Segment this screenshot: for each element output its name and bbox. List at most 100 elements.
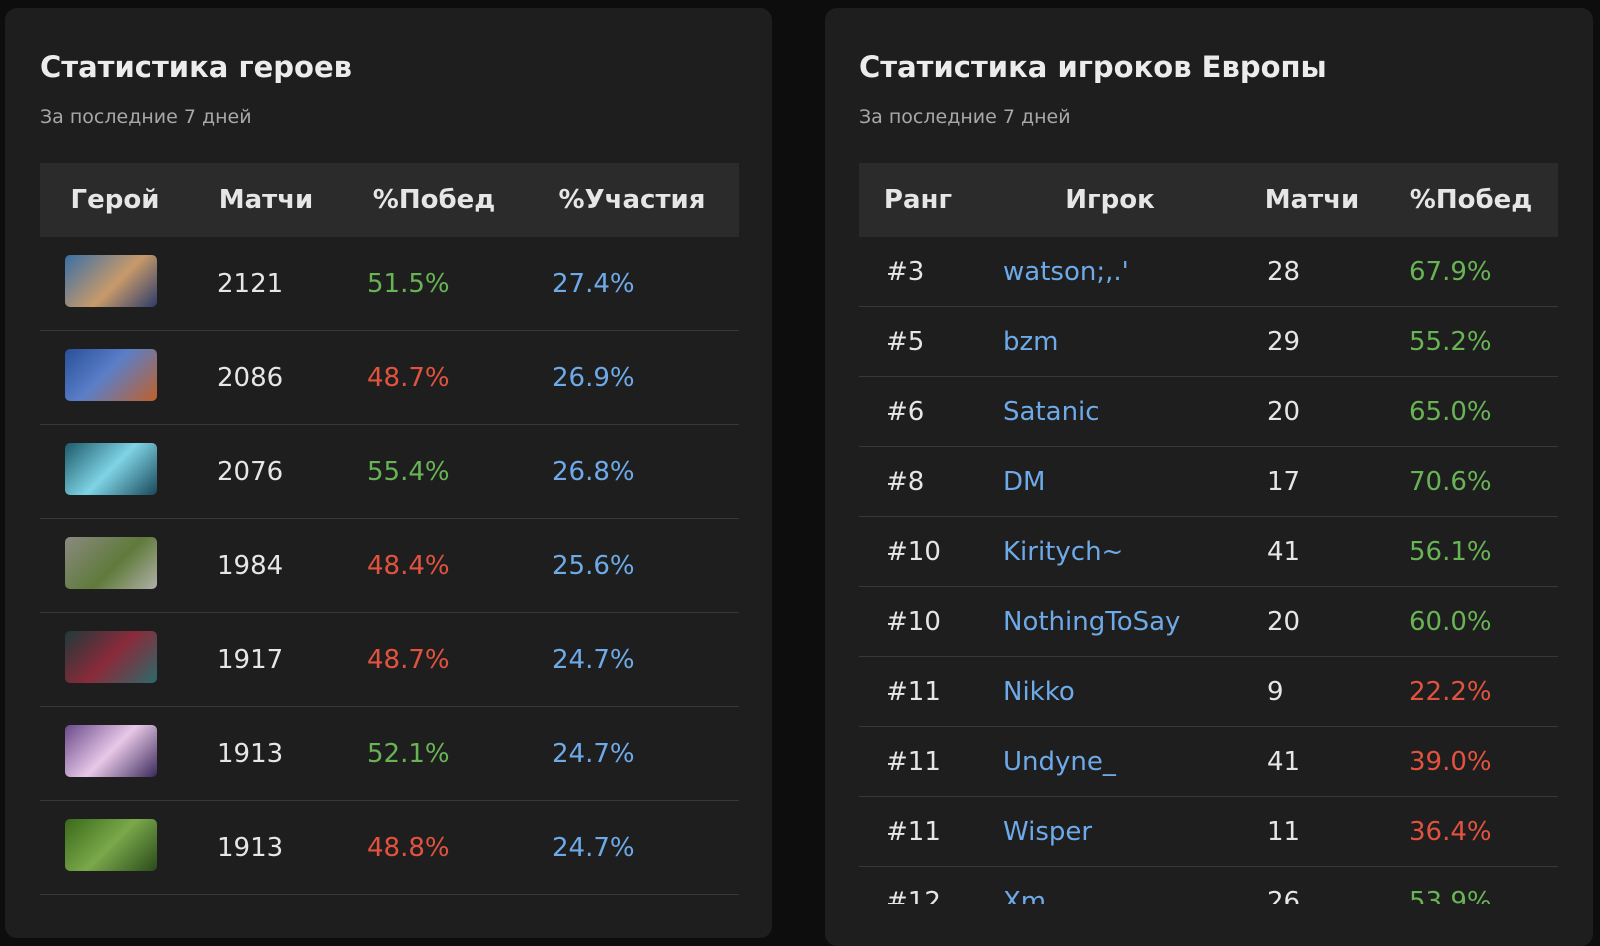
- table-row: #8 DM 17 70.6%: [859, 447, 1558, 517]
- table-body: 2121 51.5% 27.4% 2086 48.7% 26.9% 2076 55.4% 26.…: [40, 237, 739, 895]
- win-rate: 65.0%: [1409, 397, 1492, 427]
- panel-subtitle: За последние 7 дней: [859, 106, 1071, 128]
- matches: 29: [1267, 327, 1301, 357]
- rank: #3: [886, 257, 925, 287]
- column-header: Матчи: [218, 185, 314, 215]
- player-name[interactable]: watson;,.': [1003, 257, 1129, 287]
- rank: #6: [886, 397, 925, 427]
- player-name[interactable]: DM: [1003, 467, 1046, 497]
- win-rate: 52.1%: [367, 739, 450, 769]
- panel-title: Статистика игроков Европы: [859, 50, 1327, 84]
- table-header: Герой Матчи %Побед %Участия: [40, 163, 739, 237]
- table-row: #3 watson;,.' 28 67.9%: [859, 237, 1558, 307]
- player-table: Ранг Игрок Матчи %Побед #3 watson;,.' 28 67…: [859, 163, 1558, 904]
- table-row: #12 Xm 26 53.9%: [859, 867, 1558, 904]
- win-rate: 48.8%: [367, 833, 450, 863]
- player-name[interactable]: Wisper: [1003, 817, 1093, 847]
- matches: 17: [1267, 467, 1301, 497]
- matches: 20: [1267, 397, 1301, 427]
- participation: 24.7%: [552, 645, 635, 675]
- table-row: #11 Nikko 9 22.2%: [859, 657, 1558, 727]
- hero-icon: [65, 725, 157, 777]
- column-header: %Побед: [372, 185, 496, 215]
- column-header: %Участия: [558, 185, 706, 215]
- win-rate: 55.4%: [367, 457, 450, 487]
- win-rate: 48.7%: [367, 645, 450, 675]
- win-rate: 55.2%: [1409, 327, 1492, 357]
- matches: 11: [1267, 817, 1301, 847]
- table-row: 2076 55.4% 26.8%: [40, 425, 739, 519]
- player-name[interactable]: NothingToSay: [1003, 607, 1181, 637]
- table-row: 1913 52.1% 24.7%: [40, 707, 739, 801]
- matches: 9: [1267, 677, 1284, 707]
- table-row: 2121 51.5% 27.4%: [40, 237, 739, 331]
- win-rate: 48.7%: [367, 363, 450, 393]
- rank: #10: [886, 537, 941, 567]
- matches: 41: [1267, 747, 1301, 777]
- rank: #8: [886, 467, 925, 497]
- table-row: #10 Kiritych~ 41 56.1%: [859, 517, 1558, 587]
- column-header: %Побед: [1409, 185, 1533, 215]
- panel-subtitle: За последние 7 дней: [40, 106, 252, 128]
- win-rate: 36.4%: [1409, 817, 1492, 847]
- table-row: #5 bzm 29 55.2%: [859, 307, 1558, 377]
- player-name[interactable]: Xm: [1003, 887, 1047, 904]
- matches: 2076: [217, 457, 284, 487]
- player-panel: Статистика игроков Европы За последние 7…: [825, 8, 1593, 946]
- participation: 24.7%: [552, 739, 635, 769]
- participation: 24.7%: [552, 833, 635, 863]
- rank: #12: [886, 887, 941, 904]
- rank: #11: [886, 817, 941, 847]
- table-row: #10 NothingToSay 20 60.0%: [859, 587, 1558, 657]
- participation: 26.8%: [552, 457, 635, 487]
- table-row: 1913 48.8% 24.7%: [40, 801, 739, 895]
- player-name[interactable]: Satanic: [1003, 397, 1100, 427]
- win-rate: 60.0%: [1409, 607, 1492, 637]
- matches: 41: [1267, 537, 1301, 567]
- win-rate: 67.9%: [1409, 257, 1492, 287]
- table-row: 1984 48.4% 25.6%: [40, 519, 739, 613]
- hero-icon: [65, 819, 157, 871]
- matches: 1917: [217, 645, 284, 675]
- player-name[interactable]: Nikko: [1003, 677, 1075, 707]
- hero-table: Герой Матчи %Побед %Участия 2121 51.5% 27.…: [40, 163, 739, 895]
- column-header: Матчи: [1264, 185, 1360, 215]
- matches: 28: [1267, 257, 1301, 287]
- win-rate: 56.1%: [1409, 537, 1492, 567]
- win-rate: 70.6%: [1409, 467, 1492, 497]
- matches: 2086: [217, 363, 284, 393]
- column-header: Игрок: [1065, 185, 1155, 215]
- table-row: 1917 48.7% 24.7%: [40, 613, 739, 707]
- table-row: #11 Wisper 11 36.4%: [859, 797, 1558, 867]
- table-body: #3 watson;,.' 28 67.9% #5 bzm 29 55.2% #6 Satanic…: [859, 237, 1558, 904]
- matches: 26: [1267, 887, 1301, 904]
- column-header: Герой: [70, 185, 160, 215]
- win-rate: 53.9%: [1409, 887, 1492, 904]
- player-name[interactable]: Kiritych~: [1003, 537, 1124, 567]
- rank: #5: [886, 327, 925, 357]
- participation: 26.9%: [552, 363, 635, 393]
- participation: 27.4%: [552, 269, 635, 299]
- participation: 25.6%: [552, 551, 635, 581]
- rank: #11: [886, 677, 941, 707]
- matches: 20: [1267, 607, 1301, 637]
- win-rate: 51.5%: [367, 269, 450, 299]
- panel-title: Статистика героев: [40, 50, 352, 84]
- win-rate: 22.2%: [1409, 677, 1492, 707]
- table-row: #6 Satanic 20 65.0%: [859, 377, 1558, 447]
- hero-panel: Статистика героев За последние 7 дней Ге…: [5, 8, 772, 938]
- player-name[interactable]: Undyne_: [1003, 747, 1116, 777]
- table-row: 2086 48.7% 26.9%: [40, 331, 739, 425]
- table-row: #11 Undyne_ 41 39.0%: [859, 727, 1558, 797]
- hero-icon: [65, 631, 157, 683]
- rank: #10: [886, 607, 941, 637]
- matches: 2121: [217, 269, 284, 299]
- matches: 1913: [217, 739, 284, 769]
- matches: 1913: [217, 833, 284, 863]
- win-rate: 39.0%: [1409, 747, 1492, 777]
- rank: #11: [886, 747, 941, 777]
- matches: 1984: [217, 551, 284, 581]
- player-name[interactable]: bzm: [1003, 327, 1059, 357]
- hero-icon: [65, 349, 157, 401]
